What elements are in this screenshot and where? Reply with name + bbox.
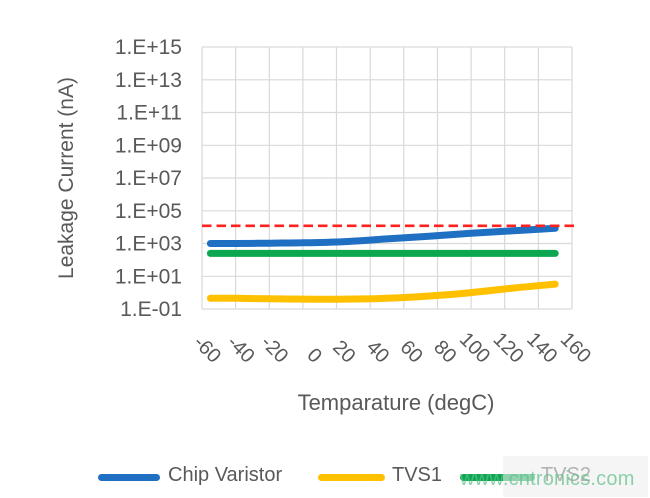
x-tick-label: 120 [489,328,528,367]
x-tick-label: -20 [256,332,292,368]
y-tick-label: 1.E+03 [115,233,182,256]
series-line-tvs1 [206,280,559,303]
y-tick-label: 1.E-01 [120,298,182,321]
x-tick-label: 100 [455,328,494,367]
x-tick-label: 140 [522,328,561,367]
y-tick-label: 1.E+07 [115,167,182,190]
x-tick-label: -60 [189,332,225,368]
legend: Chip Varistor TVS1 TVS2 [0,460,650,498]
legend-label-chip-varistor: Chip Varistor [168,464,283,486]
y-tick-label: 1.E+09 [115,134,182,157]
legend-label-tvs1: TVS1 [392,464,443,486]
y-tick-label: 1.E+11 [116,102,182,125]
legend-swatch-tvs1 [318,474,385,481]
watermark-text: www.cntronics.com [460,468,635,490]
x-tick-label: 40 [362,336,393,367]
x-tick-label: -40 [223,332,259,368]
x-axis-title: Temparature (degC) [297,390,495,415]
series-line-chip-varistor [206,224,559,248]
y-tick-label: 1.E+15 [115,36,182,59]
x-tick-label: 60 [396,336,427,367]
watermark-background [503,456,648,497]
x-tick-label: 20 [328,336,359,367]
x-tick-label: 0 [302,344,325,367]
y-tick-label: 1.E+05 [115,200,182,223]
y-tick-label: 1.E+01 [115,265,182,288]
y-tick-label: 1.E+13 [115,69,182,92]
plot-area: 1.E+15 1.E+13 1.E+11 1.E+09 1.E+07 1.E+05 1.E+… [115,36,595,368]
x-tick-label: 80 [429,336,460,367]
x-tick-label: 160 [556,328,595,367]
legend-swatch-tvs2 [460,474,535,481]
legend-swatch-chip-varistor [98,474,160,481]
